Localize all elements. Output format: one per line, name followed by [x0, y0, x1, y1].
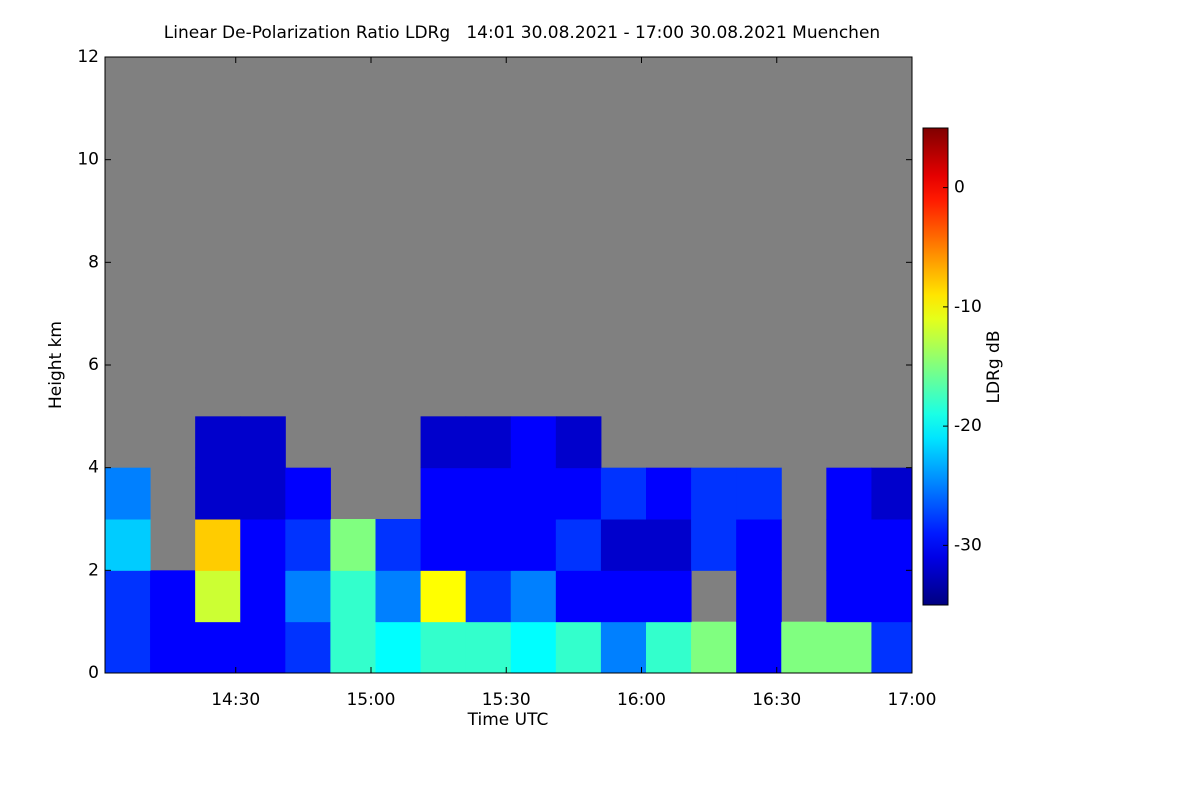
colorbar-tick-label: -30	[954, 535, 982, 555]
heatmap-cell	[555, 467, 602, 520]
heatmap-cell	[240, 621, 286, 674]
y-tick-label: 10	[77, 150, 99, 170]
heatmap-cell	[330, 519, 377, 571]
heatmap-cell	[285, 519, 331, 571]
heatmap-cell	[105, 519, 151, 571]
y-tick-label: 0	[88, 663, 99, 683]
heatmap-cell	[285, 621, 331, 674]
heatmap-cell	[871, 570, 913, 623]
y-tick-label: 12	[77, 47, 99, 67]
heatmap-cell	[736, 570, 782, 623]
heatmap-cell	[555, 416, 602, 469]
heatmap-cell	[420, 416, 467, 469]
heatmap-cell	[646, 570, 692, 623]
heatmap-cell	[871, 519, 913, 571]
heatmap-cell	[420, 467, 467, 520]
heatmap-cell	[555, 519, 602, 571]
x-tick-label: 14:30	[211, 690, 260, 710]
heatmap-cell	[691, 621, 737, 674]
heatmap-cell	[195, 570, 241, 623]
heatmap-cell	[150, 570, 196, 623]
y-tick-label: 8	[88, 252, 99, 272]
heatmap-cell	[465, 467, 512, 520]
x-tick-label: 16:30	[752, 690, 801, 710]
heatmap-cell	[646, 621, 692, 674]
heatmap-cell	[150, 621, 196, 674]
colorbar	[922, 127, 949, 606]
y-tick-label: 2	[88, 560, 99, 580]
heatmap-cell	[600, 467, 647, 520]
heatmap-cell	[555, 621, 602, 674]
x-axis-label: Time UTC	[467, 710, 549, 730]
x-tick-label: 16:00	[617, 690, 666, 710]
heatmap-cell	[736, 519, 782, 571]
heatmap-cell	[465, 416, 512, 469]
heatmap-cell	[510, 467, 557, 520]
heatmap-cell	[195, 467, 241, 520]
heatmap-cell	[330, 570, 377, 623]
heatmap-cell	[375, 519, 422, 571]
heatmap-cell	[646, 519, 692, 571]
heatmap-cell	[600, 621, 647, 674]
heatmap-cell	[285, 570, 331, 623]
heatmap-cell	[646, 467, 692, 520]
heatmap-cell	[420, 570, 467, 623]
heatmap-cell	[826, 519, 872, 571]
heatmap-cell	[330, 621, 377, 674]
heatmap-cell	[826, 621, 872, 674]
y-tick-label: 4	[88, 458, 99, 478]
heatmap-cell	[420, 621, 467, 674]
y-tick-label: 6	[88, 355, 99, 375]
heatmap-cell	[375, 570, 422, 623]
heatmap-cell	[510, 519, 557, 571]
heatmap-cell	[240, 519, 286, 571]
heatmap-cell	[420, 519, 467, 571]
heatmap-cell	[510, 416, 557, 469]
heatmap-cell	[510, 621, 557, 674]
heatmap-cell	[510, 570, 557, 623]
heatmap-cell	[826, 570, 872, 623]
x-tick-label: 15:00	[346, 690, 395, 710]
heatmap-cell	[465, 570, 512, 623]
heatmap-cell	[240, 570, 286, 623]
heatmap-cell	[105, 570, 151, 623]
heatmap-cell	[195, 519, 241, 571]
heatmap-cell	[691, 467, 737, 520]
heatmap-cell	[781, 621, 827, 674]
colorbar-tick-label: -10	[954, 297, 982, 317]
heatmap-cell	[871, 621, 913, 674]
x-tick-label: 15:30	[482, 690, 531, 710]
heatmap-cell	[240, 467, 286, 520]
heatmap-cell	[375, 621, 422, 674]
heatmap-cell	[555, 570, 602, 623]
colorbar-tick-label: -20	[954, 416, 982, 436]
heatmap-cell	[736, 467, 782, 520]
x-tick-label: 17:00	[888, 690, 937, 710]
heatmap-cell	[195, 621, 241, 674]
heatmap-cell	[465, 621, 512, 674]
heatmap-cell	[285, 467, 331, 520]
heatmap-cell	[105, 467, 151, 520]
heatmap-cell	[600, 570, 647, 623]
chart-title: Linear De-Polarization Ratio LDRg 14:01 …	[164, 23, 880, 43]
heatmap-cell	[826, 467, 872, 520]
heatmap-cell	[691, 519, 737, 571]
heatmap-cell	[105, 621, 151, 674]
heatmap-cell	[465, 519, 512, 571]
colorbar-tick-label: 0	[954, 178, 965, 198]
heatmap-cell	[871, 467, 913, 520]
heatmap-cell	[736, 621, 782, 674]
heatmap-cell	[240, 416, 286, 469]
colorbar-label: LDRg dB	[984, 330, 1004, 403]
y-axis-label: Height km	[46, 321, 66, 409]
heatmap-cell	[195, 416, 241, 469]
heatmap-cell	[600, 519, 647, 571]
